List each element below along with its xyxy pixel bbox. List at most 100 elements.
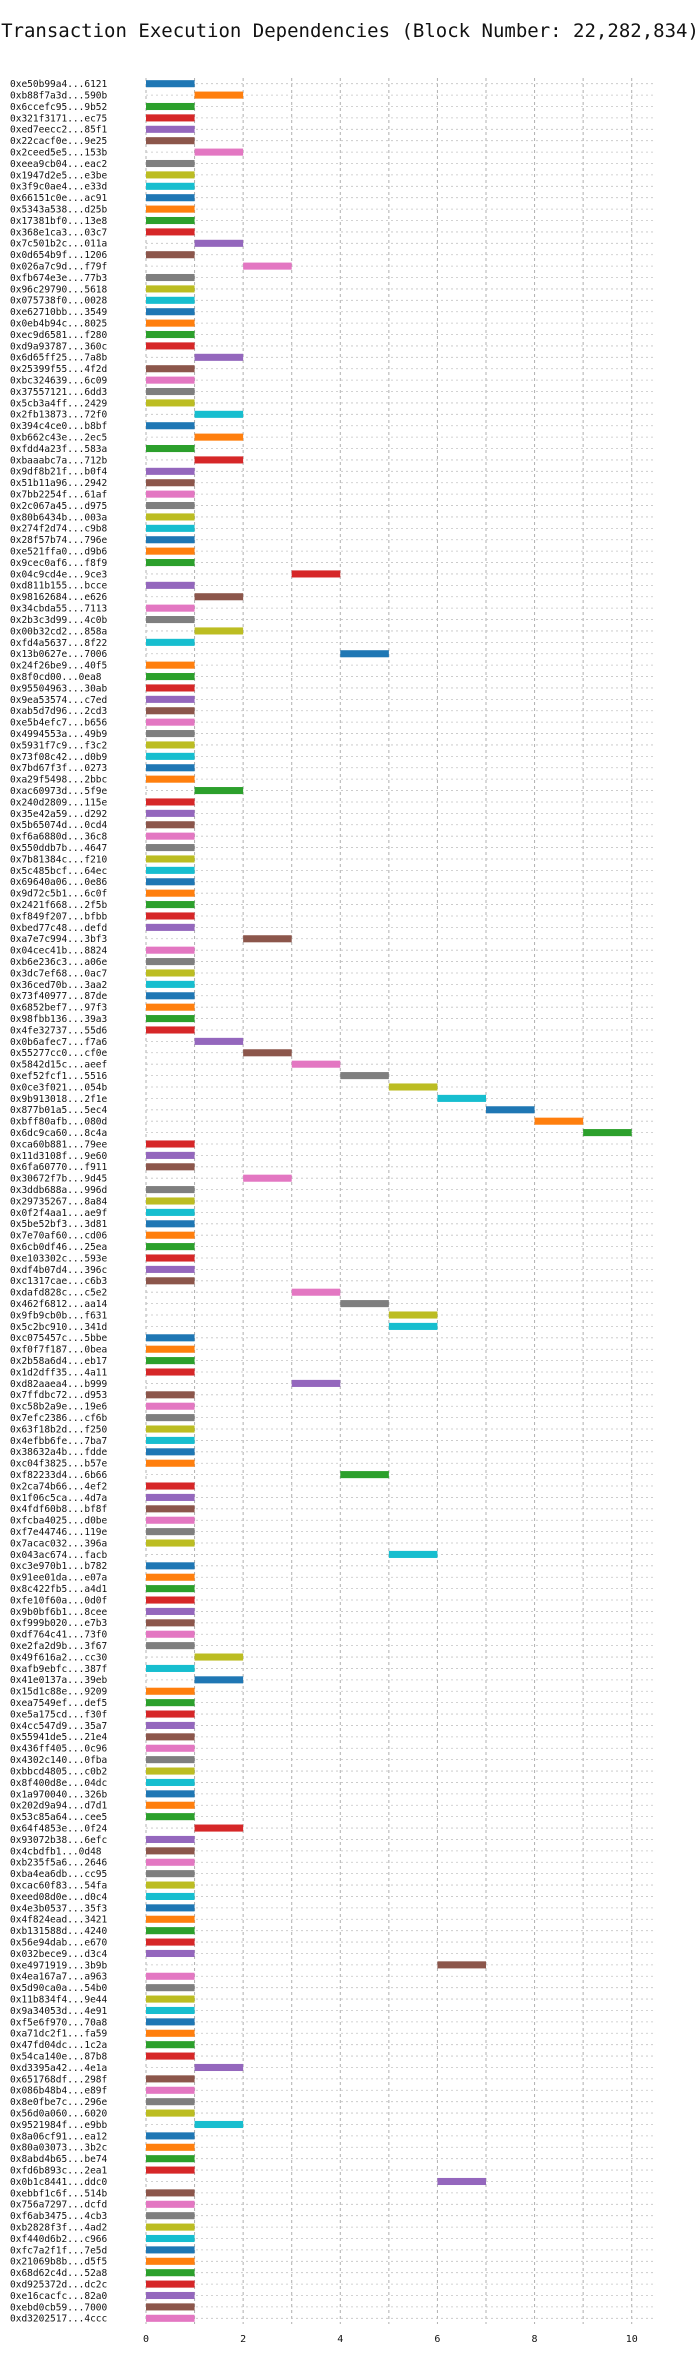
transaction-bar — [146, 718, 195, 726]
transaction-bar — [146, 2314, 195, 2322]
transaction-label: 0xbbcd4805...c0b2 — [10, 1766, 107, 1777]
transaction-bar — [583, 1129, 632, 1137]
transaction-label: 0xafb9ebfc...387f — [10, 1664, 107, 1675]
transaction-bar — [194, 148, 244, 156]
transaction-bar — [146, 1448, 195, 1456]
transaction-bar — [146, 1721, 195, 1729]
transaction-label: 0xca60b881...79ee — [10, 1139, 108, 1150]
transaction-bar — [146, 2143, 195, 2151]
transaction-bar — [194, 2063, 244, 2072]
transaction-label: 0xba4ea6db...cc95 — [10, 1869, 107, 1880]
transaction-bar — [146, 1414, 195, 1422]
transaction-bar — [194, 787, 244, 795]
transaction-bar — [146, 1573, 195, 1581]
transaction-bar — [146, 1915, 195, 1923]
transaction-bar — [146, 422, 195, 430]
x-tick-label: 10 — [626, 2334, 638, 2345]
transaction-label: 0x436ff405...0c96 — [10, 1744, 108, 1755]
transaction-bar — [146, 1984, 195, 1992]
transaction-bar — [146, 1425, 195, 1433]
transaction-label: 0x51b11a96...2942 — [10, 478, 107, 489]
transaction-label: 0xf0f7f187...0bea — [10, 1345, 107, 1356]
transaction-label: 0x2ca74b66...4ef2 — [10, 1481, 107, 1492]
transaction-bar — [146, 1026, 195, 1034]
transaction-label: 0xebd0cb59...7000 — [10, 2302, 108, 2313]
transaction-bar — [146, 490, 195, 498]
transaction-bar — [146, 2018, 195, 2026]
transaction-label: 0x73f08c42...d0b9 — [10, 752, 108, 763]
transaction-label: 0x9fb9cb0b...f631 — [10, 1310, 108, 1321]
transaction-label: 0xf5e6f970...70a8 — [10, 2017, 108, 2028]
transaction-label: 0x7c501b2c...011a — [10, 239, 107, 250]
transaction-label: 0x5be52bf3...3d81 — [10, 1219, 108, 1230]
transaction-label: 0xe5a175cd...f30f — [10, 1709, 107, 1720]
transaction-label: 0x9df8b21f...b0f4 — [10, 467, 108, 478]
transaction-bar — [146, 1938, 195, 1946]
transaction-label: 0x4e3b0537...35f3 — [10, 1903, 107, 1914]
transaction-bar — [146, 2189, 195, 2197]
transaction-bar — [146, 1995, 195, 2003]
transaction-bar — [146, 1607, 195, 1615]
transaction-bar — [146, 2098, 195, 2106]
transaction-bar — [146, 1790, 195, 1798]
transaction-bar — [291, 1288, 341, 1296]
transaction-bar — [194, 627, 244, 635]
transaction-label: 0x3f9c0ae4...e33d — [10, 182, 107, 193]
transaction-bar — [340, 1072, 389, 1080]
transaction-bar — [146, 1813, 195, 1821]
transaction-bar — [146, 1505, 195, 1513]
transaction-bar — [146, 479, 195, 487]
transaction-bar — [146, 114, 195, 122]
transaction-bar — [388, 1322, 438, 1330]
transaction-bar — [146, 992, 195, 1000]
transaction-label: 0x1947d2e5...e3be — [10, 170, 108, 181]
transaction-label: 0x95504963...30ab — [10, 683, 108, 694]
transaction-label: 0xf82233d4...6b66 — [10, 1470, 108, 1481]
transaction-bar — [146, 775, 195, 783]
transaction-bar — [146, 1197, 195, 1205]
transaction-bar — [146, 1208, 195, 1216]
transaction-label: 0x04c9cd4e...9ce3 — [10, 569, 107, 580]
transaction-label: 0xf849f207...bfbb — [10, 911, 108, 922]
transaction-bar — [146, 285, 195, 293]
transaction-bar — [146, 1847, 195, 1855]
transaction-bar — [388, 1083, 438, 1091]
transaction-label: 0xb88f7a3d...590b — [10, 91, 108, 102]
transaction-bar — [194, 456, 244, 464]
transaction-bar — [146, 912, 195, 920]
transaction-bar — [146, 2291, 195, 2300]
transaction-label: 0xfe10f60a...0d0f — [10, 1595, 107, 1606]
transaction-bar — [243, 1049, 292, 1057]
transaction-label: 0xf6ab3475...4cb3 — [10, 2211, 107, 2222]
transaction-label: 0x63f18b2d...f250 — [10, 1424, 108, 1435]
transaction-bar — [146, 1516, 195, 1524]
transaction-bar — [146, 2257, 195, 2265]
transaction-bar — [146, 661, 195, 669]
transaction-bar — [146, 889, 195, 897]
transaction-bar — [146, 2269, 195, 2277]
transaction-label: 0xa71dc2f1...fa59 — [10, 2029, 108, 2040]
transaction-label: 0x55941de5...21e4 — [10, 1732, 108, 1743]
transaction-bar — [340, 1471, 389, 1479]
transaction-label: 0xe103302c...593e — [10, 1253, 108, 1264]
transaction-label: 0x394c4ce0...b8bf — [10, 421, 107, 432]
transaction-label: 0xe50b99a4...6121 — [10, 79, 108, 90]
transaction-label: 0x4fe32737...55d6 — [10, 1025, 108, 1036]
transaction-bar — [146, 581, 195, 589]
transaction-bar — [146, 1231, 195, 1239]
transaction-bar — [146, 1391, 195, 1399]
transaction-bar — [146, 1619, 195, 1627]
transaction-bar — [146, 273, 195, 282]
transaction-label: 0xd3395a42...4e1a — [10, 2063, 107, 2074]
transaction-label: 0xb6e236c3...a06e — [10, 957, 108, 968]
transaction-bar — [146, 1562, 195, 1570]
transaction-label: 0x2ceed5e5...153b — [10, 148, 108, 159]
transaction-bar — [146, 102, 195, 111]
transaction-bar — [194, 353, 244, 361]
transaction-label: 0x9a34053d...4e91 — [10, 2006, 108, 2017]
transaction-label: 0xc1317cae...c6b3 — [10, 1276, 107, 1287]
transaction-label: 0x8abd4b65...be74 — [10, 2154, 108, 2165]
transaction-bar — [146, 798, 195, 806]
transaction-label: 0x7bb2254f...61af — [10, 490, 107, 501]
transaction-label: 0x4994553a...49b9 — [10, 729, 108, 740]
